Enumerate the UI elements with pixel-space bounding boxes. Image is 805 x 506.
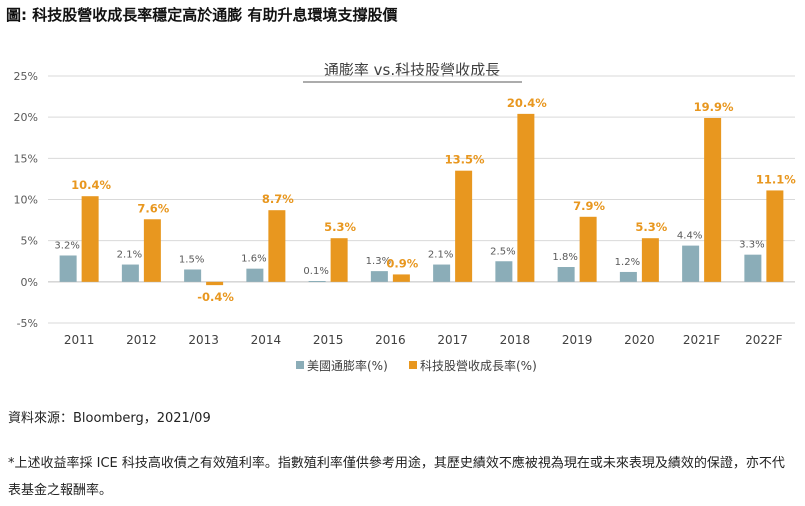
x-tick-label: 2016 (375, 333, 406, 347)
page-title: 圖: 科技股營收成長率穩定高於通膨 有助升息環境支撐股價 (6, 6, 398, 24)
revenue-label-2018: 20.4% (507, 96, 547, 110)
x-tick-label: 2019 (562, 333, 593, 347)
x-tick-label: 2011 (64, 333, 95, 347)
inflation-label-2021F: 4.4% (677, 231, 702, 242)
chart-title: 通膨率 vs.科技股營收成長 (324, 61, 500, 79)
legend-swatch-revenue (409, 361, 417, 369)
y-tick-label: 5% (21, 235, 38, 248)
y-tick-label: 20% (14, 111, 38, 124)
inflation-bar-2012 (121, 264, 139, 282)
legend-swatch-inflation (296, 361, 304, 369)
revenue-label-2020: 5.3% (635, 220, 667, 234)
revenue-label-2022F: 11.1% (756, 172, 796, 186)
revenue-bar-2018 (517, 113, 535, 282)
x-tick-label: 2020 (624, 333, 655, 347)
inflation-label-2017: 2.1% (428, 250, 453, 261)
inflation-bar-2011 (59, 255, 77, 282)
revenue-bar-2014 (268, 210, 286, 282)
footnote: *上述收益率採 ICE 科技高收債之有效殖利率。指數殖利率僅供參考用途，其歷史績… (8, 456, 785, 498)
inflation-bar-2016 (370, 271, 388, 282)
source-note: 資料來源：Bloomberg，2021/09 (8, 411, 211, 426)
revenue-label-2021F: 19.9% (694, 100, 734, 114)
inflation-bar-2019 (557, 267, 575, 282)
revenue-bar-2011 (81, 196, 99, 282)
inflation-bar-2013 (184, 269, 202, 282)
inflation-label-2012: 2.1% (117, 250, 142, 261)
legend: 美國通膨率(%) 科技股營收成長率(%) (296, 358, 537, 373)
y-tick-label: 25% (14, 70, 38, 83)
revenue-bar-2013 (206, 281, 224, 286)
y-tick-label: -5% (17, 317, 38, 330)
revenue-bar-2017 (455, 170, 473, 282)
y-axis-ticks: -5% 0% 5% 10% 15% 20% 25% (14, 70, 38, 330)
gridlines (48, 75, 795, 324)
revenue-label-2011: 10.4% (71, 178, 111, 192)
revenue-label-2019: 7.9% (573, 199, 605, 213)
legend-label-revenue: 科技股營收成長率(%) (420, 358, 537, 373)
data-labels: 3.2% 10.4% 2.1% 7.6% 1.5% -0.4% 1.6% 8.7% 0.1% 5.… (54, 96, 796, 304)
x-tick-label: 2012 (126, 333, 157, 347)
inflation-label-2014: 1.6% (241, 254, 266, 265)
inflation-label-2011: 3.2% (54, 240, 79, 251)
inflation-bar-2020 (619, 271, 637, 282)
x-tick-label: 2014 (251, 333, 282, 347)
inflation-bar-2015 (308, 281, 326, 283)
y-tick-label: 10% (14, 194, 38, 207)
inflation-bar-2021F (682, 245, 700, 282)
x-tick-label: 2022F (745, 333, 783, 347)
revenue-bar-2015 (330, 238, 348, 282)
inflation-label-2016: 1.3% (366, 256, 391, 267)
inflation-bar-2022F (744, 254, 762, 282)
inflation-label-2018: 2.5% (490, 246, 515, 257)
x-tick-label: 2017 (437, 333, 468, 347)
revenue-bar-2012 (143, 219, 161, 282)
revenue-bar-2016 (392, 274, 410, 282)
revenue-bar-2020 (641, 238, 659, 282)
revenue-label-2015: 5.3% (324, 220, 356, 234)
bars (59, 113, 784, 286)
revenue-bar-2022F (766, 190, 784, 282)
revenue-label-2014: 8.7% (262, 192, 294, 206)
inflation-bar-2018 (495, 261, 513, 282)
revenue-label-2016: 0.9% (386, 256, 418, 270)
inflation-label-2022F: 3.3% (739, 240, 764, 251)
inflation-bar-2014 (246, 268, 264, 282)
revenue-label-2017: 13.5% (445, 153, 485, 167)
legend-label-inflation: 美國通膨率(%) (307, 358, 388, 373)
inflation-label-2013: 1.5% (179, 254, 204, 265)
x-axis-ticks: 2011 2012 2013 2014 2015 2016 2017 2018 2019 2020… (64, 333, 783, 347)
revenue-label-2013: -0.4% (197, 290, 234, 304)
inflation-bar-2017 (433, 264, 451, 282)
inflation-label-2020: 1.2% (615, 257, 640, 268)
revenue-label-2012: 7.6% (137, 201, 169, 215)
x-tick-label: 2021F (683, 333, 721, 347)
revenue-bar-2021F (704, 117, 722, 282)
y-tick-label: 15% (14, 152, 38, 165)
revenue-bar-2019 (579, 216, 597, 282)
inflation-label-2015: 0.1% (303, 266, 328, 277)
x-tick-label: 2013 (188, 333, 219, 347)
bar-chart: 通膨率 vs.科技股營收成長 -5% 0% 5% 10% 15% 20% 25% 3.2% 1… (14, 61, 797, 373)
x-tick-label: 2015 (313, 333, 344, 347)
y-tick-label: 0% (21, 276, 38, 289)
inflation-label-2019: 1.8% (552, 252, 577, 263)
x-tick-label: 2018 (500, 333, 531, 347)
